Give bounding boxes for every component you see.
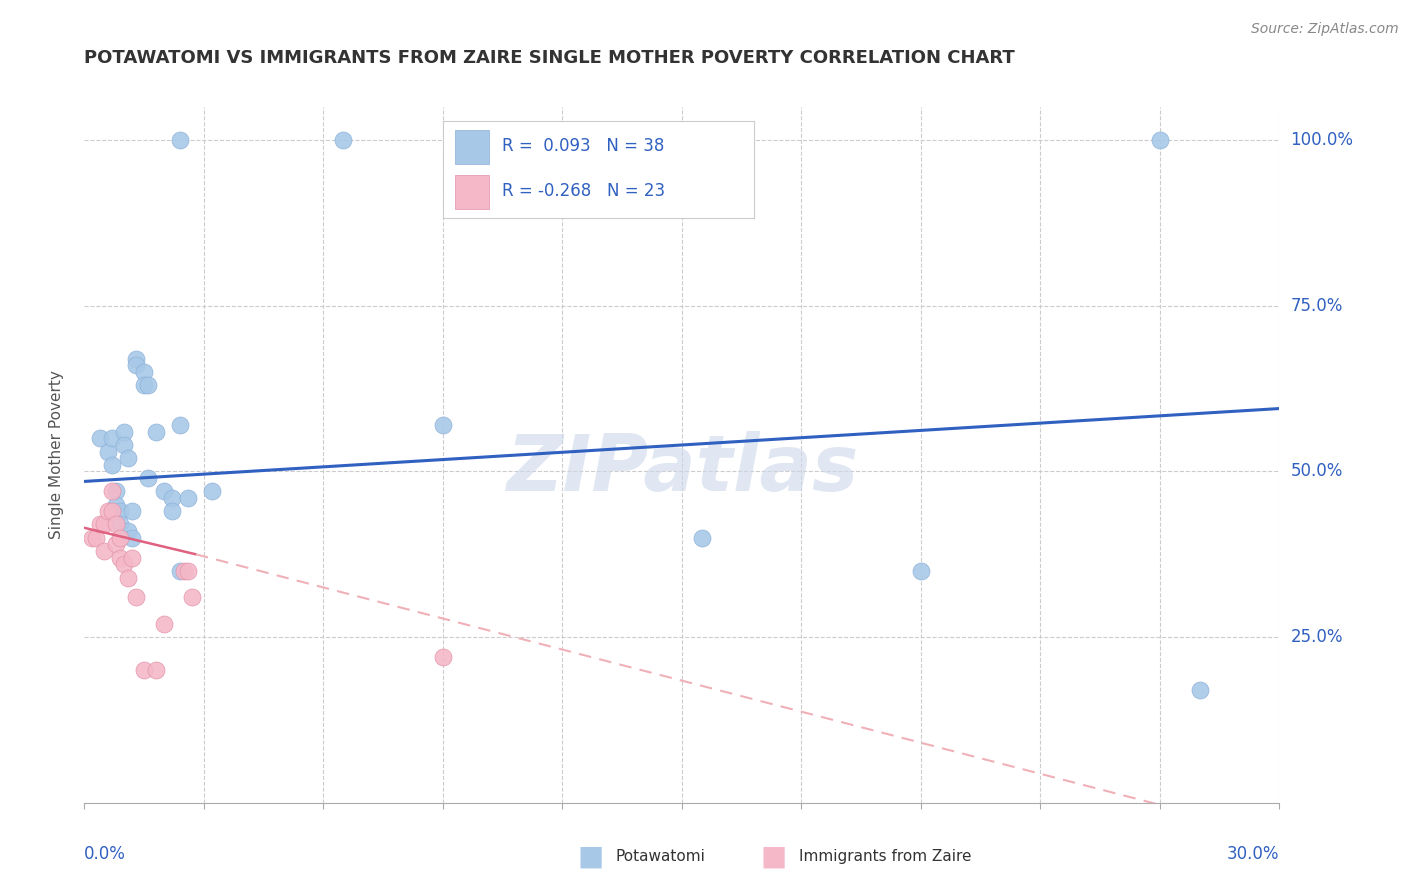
Point bbox=[101, 458, 124, 472]
Text: ZIPatlas: ZIPatlas bbox=[506, 431, 858, 507]
Point bbox=[89, 431, 111, 445]
Text: ■: ■ bbox=[578, 842, 603, 871]
Point bbox=[180, 591, 202, 605]
Point bbox=[492, 133, 515, 147]
Text: 100.0%: 100.0% bbox=[1291, 131, 1354, 149]
Point bbox=[117, 570, 139, 584]
Text: 50.0%: 50.0% bbox=[1291, 462, 1343, 481]
Point bbox=[145, 663, 167, 677]
Point bbox=[136, 471, 159, 485]
Y-axis label: Single Mother Poverty: Single Mother Poverty bbox=[49, 370, 63, 540]
Point bbox=[101, 431, 124, 445]
Point bbox=[169, 564, 191, 578]
Point bbox=[117, 524, 139, 538]
Point bbox=[169, 418, 191, 433]
Point bbox=[121, 550, 143, 565]
Point bbox=[173, 564, 195, 578]
Text: Source: ZipAtlas.com: Source: ZipAtlas.com bbox=[1251, 22, 1399, 37]
Point bbox=[125, 591, 148, 605]
Point bbox=[110, 531, 132, 545]
Point bbox=[112, 558, 135, 572]
Point bbox=[201, 484, 224, 499]
Point bbox=[132, 378, 156, 392]
Point bbox=[531, 133, 554, 147]
Point bbox=[112, 425, 135, 439]
Text: Potawatomi: Potawatomi bbox=[616, 849, 706, 863]
Point bbox=[121, 531, 143, 545]
Point bbox=[110, 550, 132, 565]
Point bbox=[86, 531, 108, 545]
Point bbox=[105, 537, 128, 551]
Point bbox=[110, 504, 132, 518]
Point bbox=[169, 133, 191, 147]
Point bbox=[160, 491, 183, 505]
Point bbox=[160, 504, 183, 518]
Point bbox=[1149, 133, 1171, 147]
Point bbox=[132, 663, 156, 677]
Point bbox=[432, 650, 454, 665]
Point bbox=[153, 616, 176, 631]
Point bbox=[512, 133, 534, 147]
Point bbox=[132, 365, 156, 379]
Point bbox=[125, 351, 148, 366]
Text: 0.0%: 0.0% bbox=[84, 845, 127, 863]
Point bbox=[117, 451, 139, 466]
Point bbox=[690, 531, 713, 545]
Point bbox=[121, 504, 143, 518]
Point bbox=[125, 359, 148, 373]
Point bbox=[97, 504, 120, 518]
Text: ■: ■ bbox=[761, 842, 786, 871]
Point bbox=[101, 484, 124, 499]
Point bbox=[153, 484, 176, 499]
Point bbox=[1188, 683, 1211, 698]
Point bbox=[101, 504, 124, 518]
Point bbox=[145, 425, 167, 439]
Text: 30.0%: 30.0% bbox=[1227, 845, 1279, 863]
Point bbox=[177, 491, 200, 505]
Point bbox=[93, 517, 115, 532]
Text: Immigrants from Zaire: Immigrants from Zaire bbox=[799, 849, 972, 863]
Point bbox=[332, 133, 354, 147]
Point bbox=[910, 564, 932, 578]
Point bbox=[177, 564, 200, 578]
Point bbox=[105, 517, 128, 532]
Point bbox=[432, 418, 454, 433]
Point bbox=[89, 517, 111, 532]
Point bbox=[82, 531, 104, 545]
Point bbox=[136, 378, 159, 392]
Text: 75.0%: 75.0% bbox=[1291, 297, 1343, 315]
Text: 25.0%: 25.0% bbox=[1291, 628, 1343, 646]
Point bbox=[105, 498, 128, 512]
Point bbox=[112, 438, 135, 452]
Point bbox=[93, 544, 115, 558]
Text: POTAWATOMI VS IMMIGRANTS FROM ZAIRE SINGLE MOTHER POVERTY CORRELATION CHART: POTAWATOMI VS IMMIGRANTS FROM ZAIRE SING… bbox=[84, 49, 1015, 67]
Point bbox=[105, 484, 128, 499]
Point bbox=[97, 444, 120, 458]
Point bbox=[110, 517, 132, 532]
